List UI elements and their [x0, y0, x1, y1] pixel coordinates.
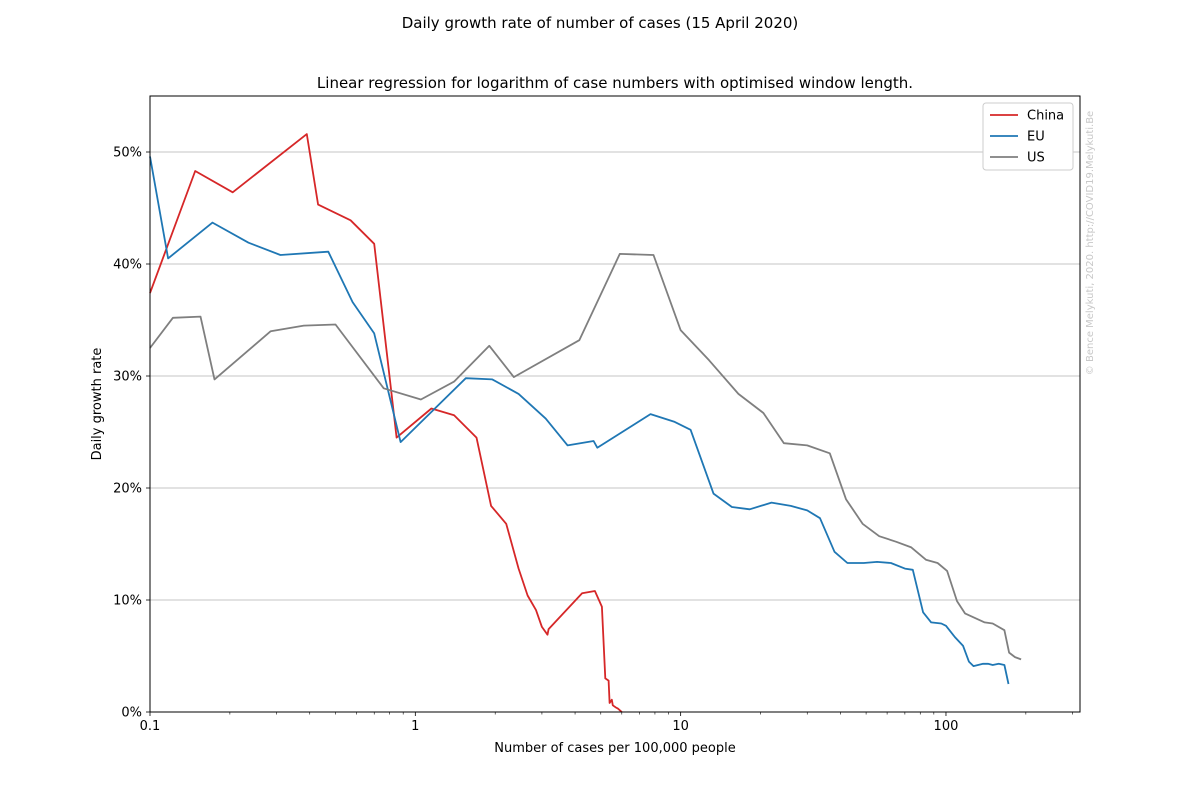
legend: China EU US — [982, 102, 1074, 171]
y-tick-label: 50% — [113, 146, 142, 161]
x-axis: 0.1 1 10 100 — [140, 712, 1073, 734]
watermark: © Bence Melykuti, 2020. http://COVID19.M… — [1085, 111, 1096, 375]
series-line-china — [149, 133, 623, 713]
legend-label-china: China — [1027, 109, 1064, 124]
series-line-eu — [149, 156, 1010, 685]
x-tick-label: 10 — [672, 719, 689, 734]
legend-box — [982, 102, 1074, 171]
axes-frame — [149, 95, 1081, 713]
y-axis: 0% 10% 20% 30% 40% 50% — [113, 146, 150, 721]
y-tick-label: 40% — [113, 258, 142, 273]
y-axis-label: Daily growth rate — [90, 348, 105, 461]
chart-title: Linear regression for logarithm of case … — [317, 74, 913, 92]
y-gridlines — [150, 151, 1080, 601]
y-tick-label: 20% — [113, 482, 142, 497]
x-tick-label: 0.1 — [140, 719, 161, 734]
plot-area — [149, 133, 1022, 713]
x-tick-label: 100 — [934, 719, 959, 734]
figure-suptitle: Daily growth rate of number of cases (15… — [402, 14, 799, 32]
series-line-us — [149, 252, 1022, 661]
legend-label-eu: EU — [1027, 130, 1045, 145]
y-tick-label: 0% — [121, 706, 142, 721]
legend-label-us: US — [1027, 151, 1045, 166]
x-axis-label: Number of cases per 100,000 people — [494, 741, 736, 756]
y-tick-label: 10% — [113, 594, 142, 609]
x-tick-label: 1 — [411, 719, 419, 734]
y-tick-label: 30% — [113, 370, 142, 385]
